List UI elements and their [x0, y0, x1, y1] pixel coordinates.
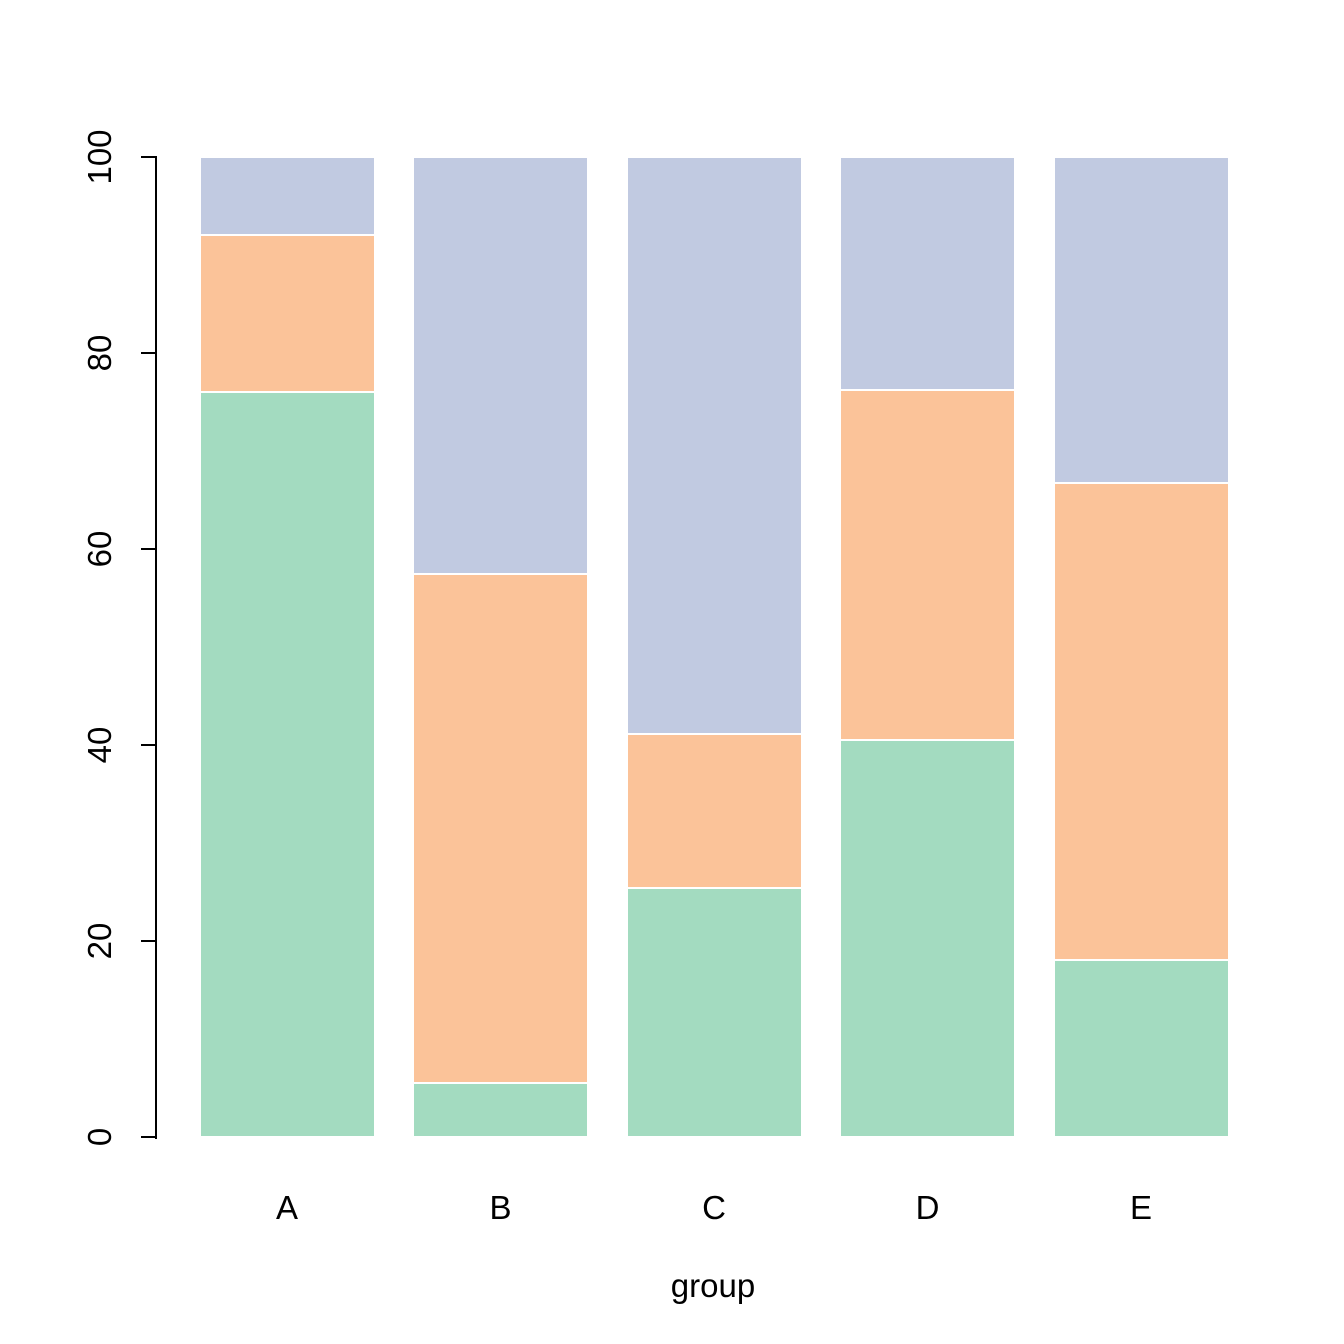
bar-C-orange-middle-segment — [626, 734, 802, 889]
y-axis-tick — [141, 744, 157, 746]
bar-D-green-bottom-segment — [840, 740, 1015, 1137]
x-axis-category-label: E — [1129, 1189, 1153, 1226]
y-axis-tick-label: 80 — [81, 334, 118, 372]
bar-C-green-bottom-segment — [626, 888, 802, 1137]
y-axis-tick-label: 0 — [81, 1127, 118, 1147]
bar-A-orange-middle-segment — [199, 235, 375, 393]
bar-A-green-bottom-segment — [199, 392, 375, 1137]
y-axis-line — [155, 157, 157, 1139]
x-axis-category-label: D — [915, 1189, 940, 1226]
bar-E-orange-middle-segment — [1053, 483, 1229, 960]
bar-D-blue-top-segment — [840, 157, 1015, 391]
y-axis-tick — [141, 156, 157, 158]
y-axis-tick — [141, 940, 157, 942]
bar-B-green-bottom-segment — [413, 1083, 588, 1137]
bar-B-orange-middle-segment — [413, 574, 588, 1084]
y-axis-tick — [141, 548, 157, 550]
x-axis-category-label: B — [489, 1189, 512, 1226]
y-axis-tick-label: 20 — [81, 922, 118, 960]
bar-D-orange-middle-segment — [840, 390, 1015, 741]
x-axis-title: group — [670, 1267, 756, 1304]
bar-C-blue-top-segment — [626, 157, 802, 735]
x-axis-category-label: A — [275, 1189, 299, 1226]
bar-B-blue-top-segment — [413, 157, 588, 575]
bar-E-blue-top-segment — [1053, 157, 1229, 484]
y-axis-tick — [141, 352, 157, 354]
y-axis-tick-label: 60 — [81, 530, 118, 568]
bar-A-blue-top-segment — [199, 157, 375, 236]
bar-E-green-bottom-segment — [1053, 959, 1229, 1137]
y-axis-tick-label: 40 — [81, 726, 118, 764]
y-axis-tick — [141, 1136, 157, 1138]
y-axis-tick-label: 100 — [81, 129, 118, 185]
x-axis-category-label: C — [702, 1189, 726, 1226]
